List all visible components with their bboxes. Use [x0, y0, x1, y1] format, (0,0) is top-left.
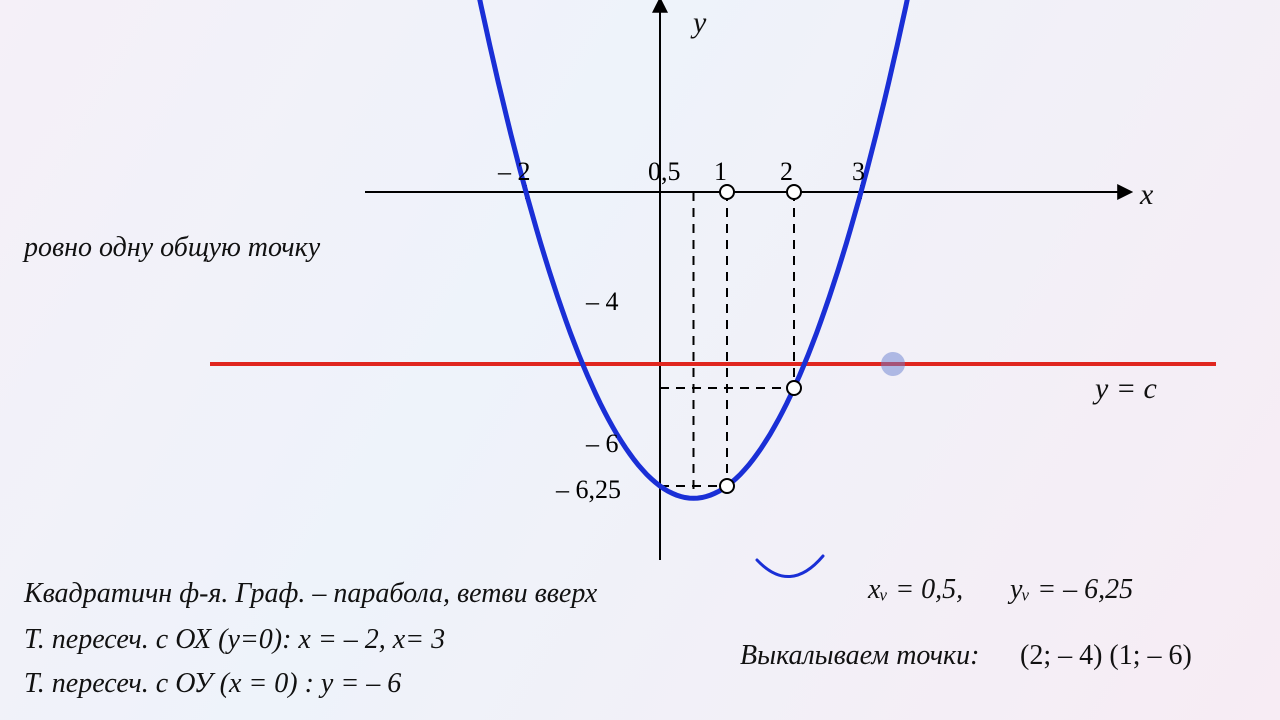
vertex-arc-icon	[757, 556, 823, 577]
x-tick-label: 3	[852, 157, 865, 186]
axis-label-y: y	[693, 6, 706, 40]
note-line2: Т. пересеч. с ОХ (y=0): x = – 2, x= 3	[24, 624, 445, 656]
y-tick-label: – 6,25	[555, 475, 621, 504]
y-tick-label: – 4	[585, 287, 619, 316]
note-vertex-y: yᵥ = – 6,25	[1010, 574, 1133, 606]
x-tick-label: 1	[714, 157, 727, 186]
open-point	[787, 185, 801, 199]
open-point	[720, 185, 734, 199]
red-line-label: y = c	[1095, 372, 1157, 406]
open-point	[787, 381, 801, 395]
y-tick-label: – 6	[585, 429, 619, 458]
note-line1: Квадратичн ф-я. Граф. – парабола, ветви …	[24, 578, 597, 610]
x-tick-label: 0,5	[648, 157, 681, 186]
chart-stage: – 2 0,5 1 2 3 – 4 – 6 – 6,25 x y y = c ровно од…	[0, 0, 1280, 720]
note-excise-label: Выкалываем точки:	[740, 640, 979, 672]
note-line3: Т. пересеч. с ОУ (x = 0) : y = – 6	[24, 668, 401, 700]
note-vertex-x: xᵥ = 0,5,	[868, 574, 963, 606]
note-excise-points: (2; – 4) (1; – 6)	[1020, 640, 1192, 672]
axis-label-x: x	[1140, 178, 1153, 212]
open-point	[720, 479, 734, 493]
note-left: ровно одну общую точку	[24, 232, 320, 264]
plot-svg: – 2 0,5 1 2 3 – 4 – 6 – 6,25	[0, 0, 1280, 720]
x-tick-label: 2	[780, 157, 793, 186]
x-tick-label: – 2	[497, 157, 531, 186]
cursor-icon	[881, 352, 905, 376]
